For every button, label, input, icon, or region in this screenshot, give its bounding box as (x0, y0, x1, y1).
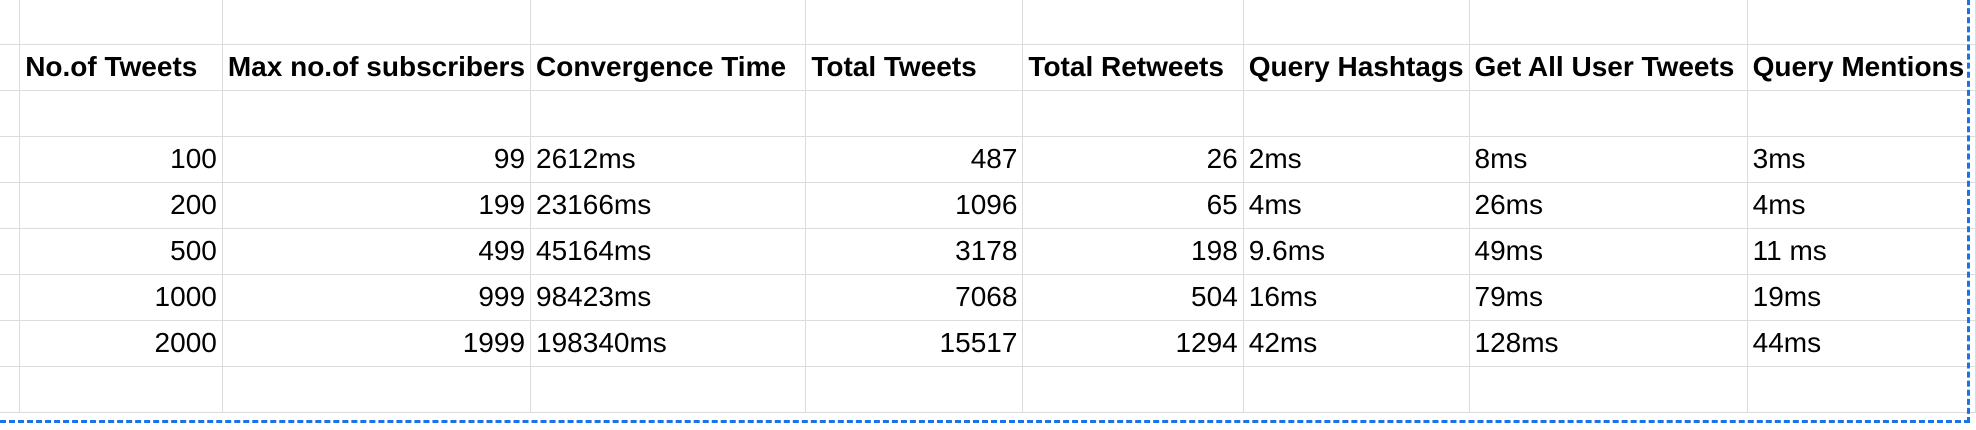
cell[interactable]: 198340ms (530, 320, 807, 367)
cell[interactable]: 65 (1022, 182, 1244, 229)
row-gutter (0, 90, 21, 137)
cell[interactable]: 11 ms (1747, 228, 1976, 275)
cell[interactable]: 16ms (1243, 274, 1470, 321)
cell[interactable]: 3ms (1747, 136, 1976, 183)
row-gutter (0, 366, 21, 413)
cell[interactable]: 23166ms (530, 182, 807, 229)
row-gutter (0, 320, 21, 367)
cell[interactable] (1469, 366, 1748, 413)
cell[interactable] (222, 90, 532, 137)
cell[interactable]: 1096 (805, 182, 1024, 229)
row-gutter (0, 136, 21, 183)
table-row (0, 0, 1976, 45)
cell[interactable]: 8ms (1469, 136, 1748, 183)
cell[interactable] (1022, 366, 1244, 413)
row-gutter (0, 274, 21, 321)
row-gutter (0, 0, 21, 45)
cell[interactable]: 499 (222, 228, 532, 275)
cell[interactable] (1747, 90, 1976, 137)
cell[interactable] (222, 0, 532, 45)
table-row: 200 199 23166ms 1096 65 4ms 26ms 4ms (0, 182, 1976, 229)
header-cell[interactable]: Query Mentions (1747, 44, 1976, 91)
cell[interactable] (1469, 90, 1748, 137)
table-row: 2000 1999 198340ms 15517 1294 42ms 128ms… (0, 320, 1976, 367)
cell[interactable] (530, 366, 807, 413)
header-cell[interactable]: No.of Tweets (19, 44, 223, 91)
cell[interactable] (1243, 366, 1470, 413)
cell[interactable]: 99 (222, 136, 532, 183)
cell[interactable]: 487 (805, 136, 1024, 183)
cell[interactable]: 4ms (1243, 182, 1470, 229)
cell[interactable] (1243, 90, 1470, 137)
data-table: No.of Tweets Max no.of subscribers Conve… (0, 0, 1976, 413)
cell[interactable] (805, 90, 1024, 137)
cell[interactable]: 3178 (805, 228, 1024, 275)
cell[interactable] (19, 366, 223, 413)
row-gutter (0, 182, 21, 229)
cell[interactable]: 199 (222, 182, 532, 229)
cell[interactable]: 200 (19, 182, 223, 229)
cell[interactable]: 49ms (1469, 228, 1748, 275)
table-row: 500 499 45164ms 3178 198 9.6ms 49ms 11 m… (0, 228, 1976, 275)
table-row (0, 90, 1976, 137)
cell[interactable]: 15517 (805, 320, 1024, 367)
cell[interactable] (19, 0, 223, 45)
cell[interactable] (1747, 0, 1976, 45)
cell[interactable]: 7068 (805, 274, 1024, 321)
cell[interactable]: 100 (19, 136, 223, 183)
cell[interactable]: 44ms (1747, 320, 1976, 367)
cell[interactable]: 98423ms (530, 274, 807, 321)
cell[interactable]: 2ms (1243, 136, 1470, 183)
row-gutter (0, 44, 21, 91)
cell[interactable]: 9.6ms (1243, 228, 1470, 275)
cell[interactable] (805, 0, 1024, 45)
cell[interactable] (222, 366, 532, 413)
header-cell[interactable]: Convergence Time (530, 44, 807, 91)
cell[interactable]: 4ms (1747, 182, 1976, 229)
cell[interactable]: 504 (1022, 274, 1244, 321)
header-cell[interactable]: Total Tweets (805, 44, 1024, 91)
cell[interactable]: 45164ms (530, 228, 807, 275)
cell[interactable] (19, 90, 223, 137)
cell[interactable]: 198 (1022, 228, 1244, 275)
cell[interactable] (1747, 366, 1976, 413)
cell[interactable]: 26 (1022, 136, 1244, 183)
cell[interactable] (1022, 90, 1244, 137)
cell[interactable] (530, 90, 807, 137)
header-cell[interactable]: Get All User Tweets (1469, 44, 1748, 91)
cell[interactable]: 500 (19, 228, 223, 275)
header-cell[interactable]: Query Hashtags (1243, 44, 1470, 91)
cell[interactable] (805, 366, 1024, 413)
row-gutter (0, 228, 21, 275)
header-cell[interactable]: Max no.of subscribers (222, 44, 532, 91)
cell[interactable]: 1294 (1022, 320, 1244, 367)
cell[interactable] (1243, 0, 1470, 45)
cell[interactable]: 2612ms (530, 136, 807, 183)
table-row: 100 99 2612ms 487 26 2ms 8ms 3ms (0, 136, 1976, 183)
table-row (0, 366, 1976, 413)
cell[interactable] (530, 0, 807, 45)
cell[interactable]: 19ms (1747, 274, 1976, 321)
header-cell[interactable]: Total Retweets (1022, 44, 1244, 91)
cell[interactable]: 128ms (1469, 320, 1748, 367)
cell[interactable]: 26ms (1469, 182, 1748, 229)
cell[interactable]: 42ms (1243, 320, 1470, 367)
cell[interactable] (1022, 0, 1244, 45)
cell[interactable] (1469, 0, 1748, 45)
cell[interactable]: 1000 (19, 274, 223, 321)
cell[interactable]: 79ms (1469, 274, 1748, 321)
table-row: 1000 999 98423ms 7068 504 16ms 79ms 19ms (0, 274, 1976, 321)
cell[interactable]: 999 (222, 274, 532, 321)
cell[interactable]: 2000 (19, 320, 223, 367)
cell[interactable]: 1999 (222, 320, 532, 367)
header-row: No.of Tweets Max no.of subscribers Conve… (0, 44, 1976, 91)
